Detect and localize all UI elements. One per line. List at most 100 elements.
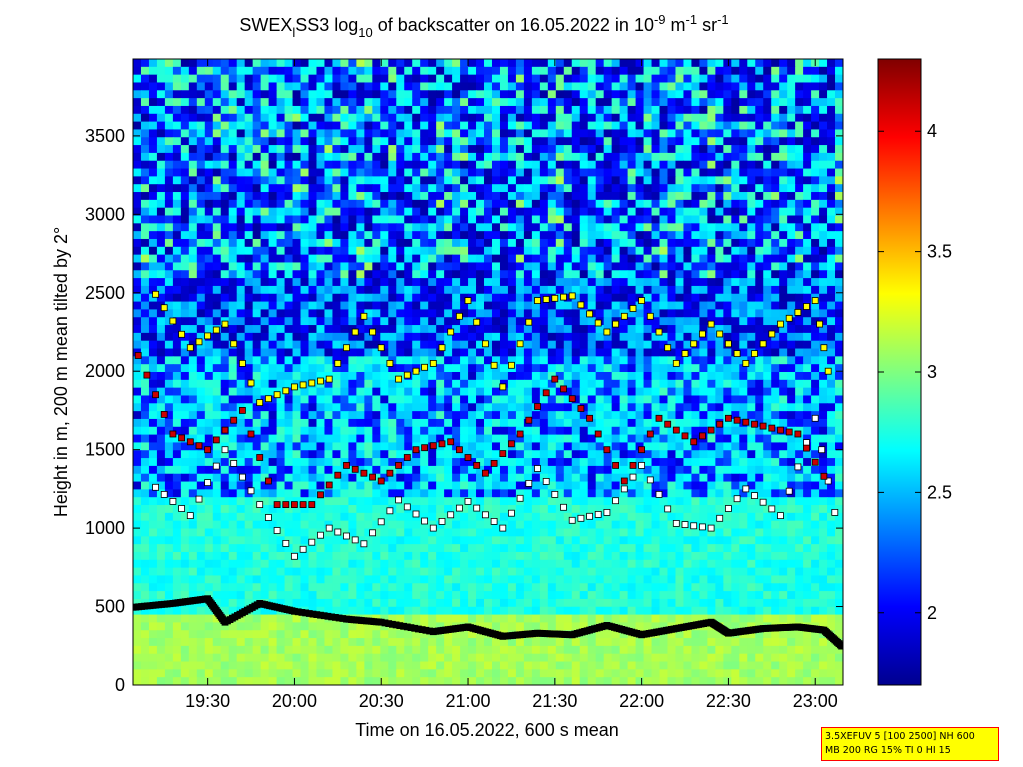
heatmap-cell (460, 98, 469, 107)
heatmap-cell (739, 207, 748, 217)
heatmap-cell (643, 458, 653, 467)
heatmap-cell (819, 364, 828, 373)
heatmap-cell (420, 418, 429, 428)
heatmap-cell (380, 66, 389, 76)
heatmap-cell (308, 293, 318, 303)
heatmap-cell (563, 66, 573, 76)
heatmap-cell (372, 434, 381, 444)
heatmap-cell (747, 137, 756, 146)
heatmap-cell (723, 199, 732, 209)
heatmap-cell (388, 278, 397, 287)
heatmap-cell (388, 176, 397, 185)
heatmap-cell (133, 152, 142, 162)
heatmap-cell (795, 199, 804, 209)
heatmap-cell (643, 90, 653, 99)
heatmap-cell (468, 442, 477, 451)
heatmap-cell (236, 176, 246, 185)
heatmap-cell (619, 254, 629, 264)
heatmap-cell (436, 395, 445, 404)
heatmap-cell (372, 184, 381, 193)
heatmap-cell (220, 458, 230, 467)
heatmap-cell (819, 184, 828, 193)
heatmap-cell (835, 489, 843, 498)
heatmap-cell (635, 121, 645, 131)
heatmap-cell (324, 364, 334, 373)
heatmap-cell (603, 481, 613, 490)
heatmap-cell (555, 98, 565, 107)
heatmap-cell (723, 458, 732, 467)
heatmap-cell (372, 356, 381, 365)
heatmap-cell (731, 317, 740, 326)
heatmap-cell (308, 387, 318, 397)
heatmap-cell (651, 129, 661, 138)
heatmap-cell (563, 238, 573, 248)
heatmap-cell (835, 332, 843, 342)
heatmap-cell (611, 270, 621, 279)
heatmap-cell (180, 450, 190, 459)
heatmap-cell (555, 160, 565, 170)
heatmap-cell (204, 231, 214, 240)
heatmap-cell (284, 176, 294, 185)
heatmap-cell (667, 293, 677, 303)
heatmap-cell (348, 192, 357, 201)
heatmap-cell (292, 372, 302, 381)
heatmap-cell (332, 238, 342, 248)
heatmap-cell (611, 223, 621, 232)
heatmap-cell (787, 270, 796, 279)
heatmap-cell (675, 270, 685, 279)
heatmap-cell (388, 450, 397, 459)
heatmap-cell (595, 176, 605, 185)
heatmap-cell (212, 270, 222, 279)
heatmap-cell (739, 113, 748, 123)
heatmap-cell (140, 254, 150, 264)
heatmap-cell (484, 254, 493, 264)
heatmap-cell (300, 395, 310, 404)
heatmap-cell (308, 458, 318, 467)
heatmap-cell (555, 379, 565, 389)
heatmap-cell (284, 145, 294, 154)
heatmap-cell (276, 450, 286, 459)
heatmap-cell (675, 184, 685, 193)
heatmap-cell (316, 184, 326, 193)
heatmap-cell (723, 332, 732, 342)
heatmap-cell (691, 160, 701, 170)
heatmap-cell (675, 74, 685, 84)
heatmap-cell (723, 403, 732, 412)
heatmap-cell (476, 59, 485, 68)
heatmap-cell (523, 411, 533, 420)
heatmap-cell (236, 285, 246, 295)
heatmap-cell (739, 160, 748, 170)
heatmap-cell (348, 254, 357, 264)
heatmap-cell (260, 152, 270, 162)
heatmap-cell (635, 418, 645, 428)
heatmap-cell (172, 348, 182, 357)
heatmap-cell (468, 176, 477, 185)
heatmap-cell (300, 340, 310, 350)
heatmap-cell (444, 59, 453, 68)
heatmap-cell (460, 215, 469, 224)
heatmap-cell (827, 66, 836, 76)
heatmap-cell (372, 121, 381, 131)
heatmap-cell (244, 121, 254, 131)
heatmap-cell (539, 168, 549, 177)
heatmap-cell (787, 66, 796, 76)
heatmap-cell (204, 152, 214, 162)
heatmap-cell (356, 418, 365, 428)
heatmap-cell (587, 59, 597, 68)
heatmap-cell (643, 403, 653, 412)
heatmap-cell (236, 105, 246, 115)
heatmap-cell (133, 192, 142, 201)
heatmap-cell (356, 231, 365, 240)
heatmap-cell (308, 442, 318, 451)
heatmap-cell (723, 168, 732, 177)
heatmap-cell (507, 426, 517, 436)
heatmap-cell (324, 215, 334, 224)
heatmap-cell (452, 262, 461, 271)
heatmap-cell (133, 160, 142, 170)
heatmap-cell (803, 450, 812, 459)
heatmap-cell (172, 426, 182, 436)
heatmap-cell (555, 481, 565, 490)
heatmap-cell (340, 231, 349, 240)
heatmap-cell (212, 379, 222, 389)
heatmap-cell (595, 387, 605, 397)
